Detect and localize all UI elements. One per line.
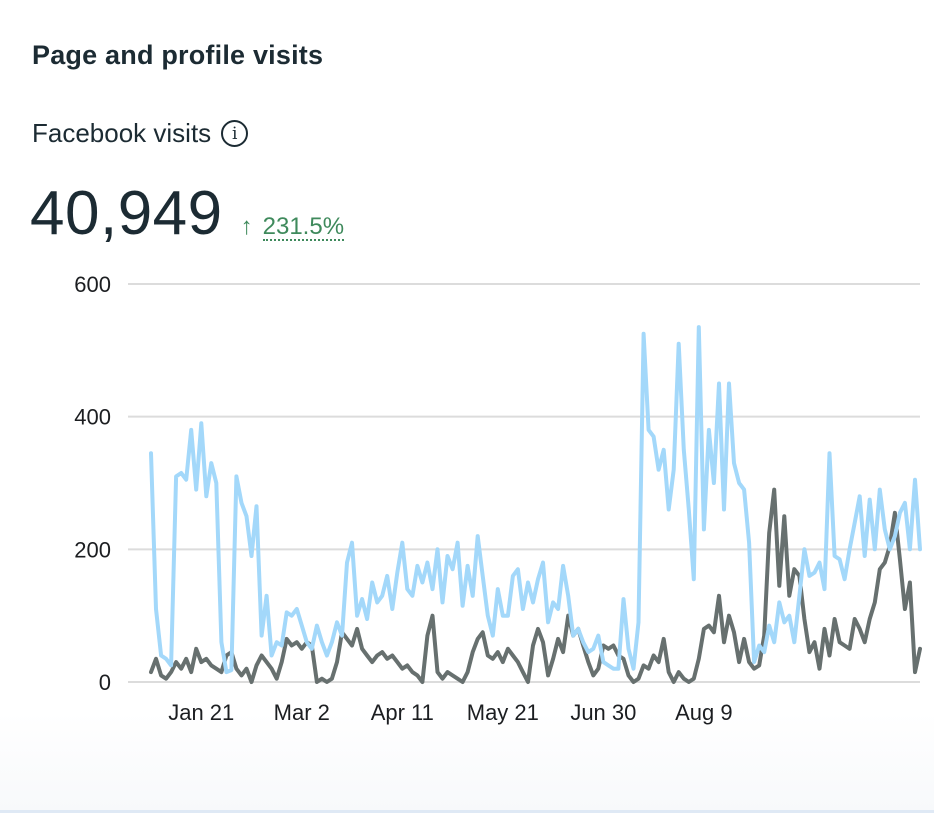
y-tick-label: 600 xyxy=(74,272,111,297)
metric-label: Facebook visits i xyxy=(32,118,249,149)
trend-percent[interactable]: 231.5% xyxy=(262,213,345,242)
y-tick-label: 400 xyxy=(74,405,111,430)
x-tick-label: May 21 xyxy=(467,700,539,725)
chart-series xyxy=(149,325,922,684)
metric-row: 40,949 ↑ 231.5% xyxy=(30,178,345,249)
metric-label-text: Facebook visits xyxy=(32,118,212,148)
x-tick-label: Jun 30 xyxy=(570,700,636,725)
y-axis-ticks: 0 200 400 600 xyxy=(74,272,111,695)
series-line xyxy=(149,487,922,684)
x-tick-label: Aug 9 xyxy=(675,700,733,725)
x-tick-label: Apr 11 xyxy=(371,700,434,725)
card-title: Page and profile visits xyxy=(32,40,324,70)
x-axis-ticks: Jan 21 Mar 2 Apr 11 May 21 Jun 30 Aug 9 xyxy=(168,700,732,725)
series-current-period xyxy=(149,325,922,675)
x-tick-label: Mar 2 xyxy=(274,700,330,725)
chart-gridlines xyxy=(128,283,920,683)
x-tick-label: Jan 21 xyxy=(168,700,234,725)
metric-value: 40,949 xyxy=(30,179,223,248)
y-tick-label: 200 xyxy=(74,537,111,562)
y-tick-label: 0 xyxy=(99,670,111,695)
info-circle-icon[interactable]: i xyxy=(221,120,249,147)
visits-line-chart: 0 200 400 600 Jan 21 Mar 2 Apr 11 May 21 Jun 30… xyxy=(74,272,922,725)
arrow-up-icon: ↑ xyxy=(240,213,253,240)
series-line xyxy=(149,325,922,675)
